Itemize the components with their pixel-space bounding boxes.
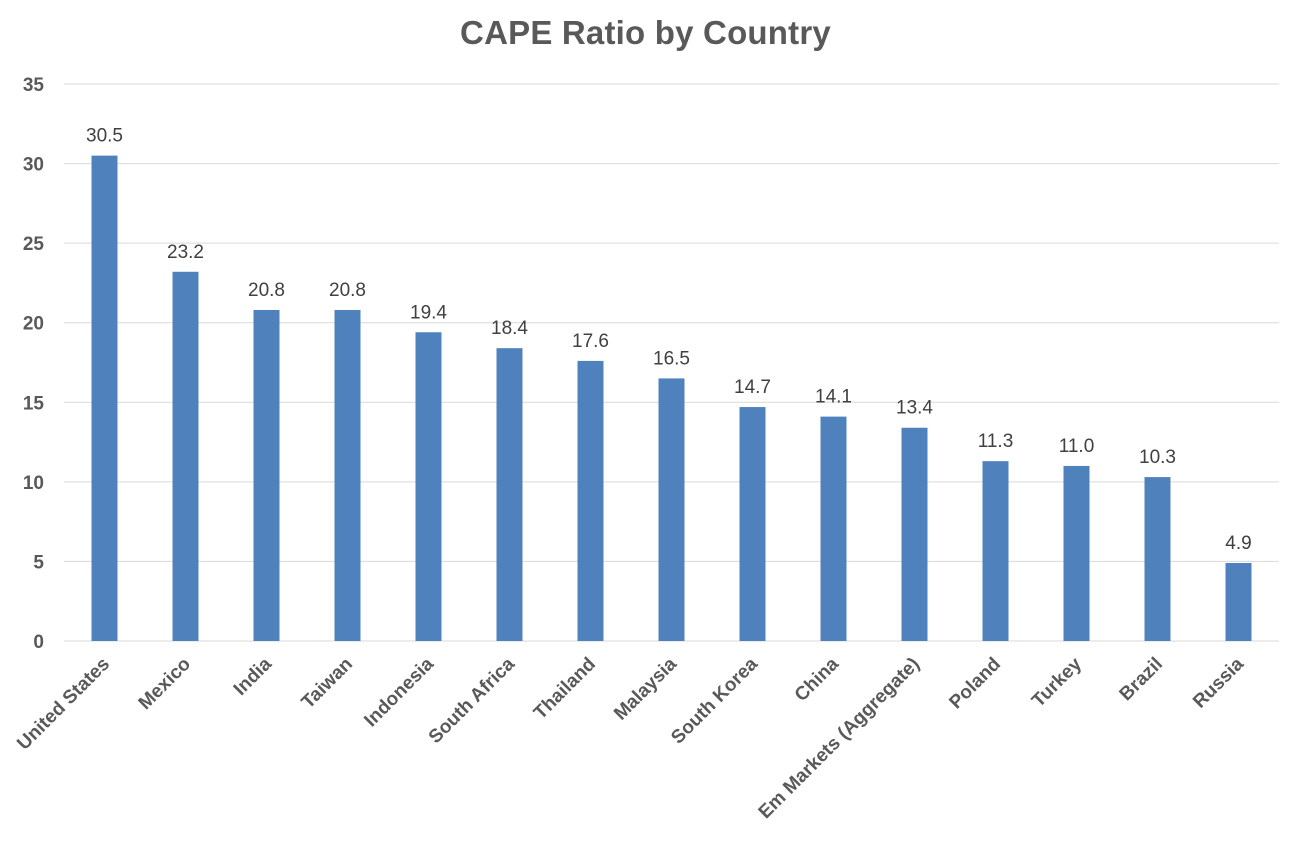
y-tick-label: 0 [33,632,44,653]
bar [739,407,766,641]
x-tick-label: Brazil [1116,654,1167,705]
x-tick-label: Russia [1189,653,1248,712]
y-axis-ticks: 0 5 10 15 20 25 30 35 [23,75,45,653]
x-tick-label: Mexico [135,654,195,714]
data-label: 14.1 [815,387,852,408]
x-tick-label: South Africa [425,653,520,748]
bar [577,360,604,641]
bar [253,309,280,641]
y-tick-label: 10 [23,473,44,494]
bar [1225,563,1252,641]
y-tick-label: 20 [23,314,44,335]
x-tick-label: Malaysia [610,653,681,724]
bar [172,271,199,641]
data-label: 16.5 [653,348,690,369]
data-label: 14.7 [734,377,771,398]
bar [334,309,361,641]
data-labels: 30.5 23.2 20.8 20.8 19.4 18.4 17.6 16.5 14.7 14.1… [86,126,1252,554]
bar [1144,477,1171,641]
chart-title: CAPE Ratio by Country [460,14,831,51]
data-label: 4.9 [1225,533,1251,554]
bar [820,416,847,641]
x-tick-label: Indonesia [360,653,438,731]
bar [415,332,442,641]
x-tick-label: Turkey [1028,653,1086,711]
data-label: 23.2 [167,242,204,263]
x-tick-label: India [230,653,277,700]
bar [496,348,523,641]
x-axis-ticks: United States Mexico India Taiwan IndonesiaS… [13,653,1248,823]
bar [1063,465,1090,641]
data-label: 20.8 [329,280,366,301]
data-label: 30.5 [86,126,123,147]
x-tick-label: South Korea [667,653,762,748]
data-label: 10.3 [1139,447,1176,468]
x-tick-label: Taiwan [298,654,357,713]
data-label: 19.4 [410,302,447,323]
x-tick-label: China [791,653,843,705]
data-label: 11.3 [978,431,1014,452]
x-tick-label: United States [13,654,114,755]
bar [658,378,685,641]
bar [901,427,928,641]
data-label: 20.8 [248,280,285,301]
y-tick-label: 5 [33,552,44,573]
y-tick-label: 30 [23,155,44,176]
y-tick-label: 25 [23,234,45,255]
data-label: 17.6 [572,331,609,352]
bars [91,155,1252,641]
y-tick-label: 35 [23,75,45,96]
bar [91,155,118,641]
data-label: 13.4 [896,398,933,419]
bar [982,461,1009,641]
x-tick-label: Thailand [530,654,600,724]
y-tick-label: 15 [23,393,45,414]
data-label: 18.4 [491,318,528,339]
x-tick-label: Poland [945,654,1005,714]
x-tick-label: Em Markets (Aggregate) [755,654,924,823]
data-label: 11.0 [1059,436,1095,457]
